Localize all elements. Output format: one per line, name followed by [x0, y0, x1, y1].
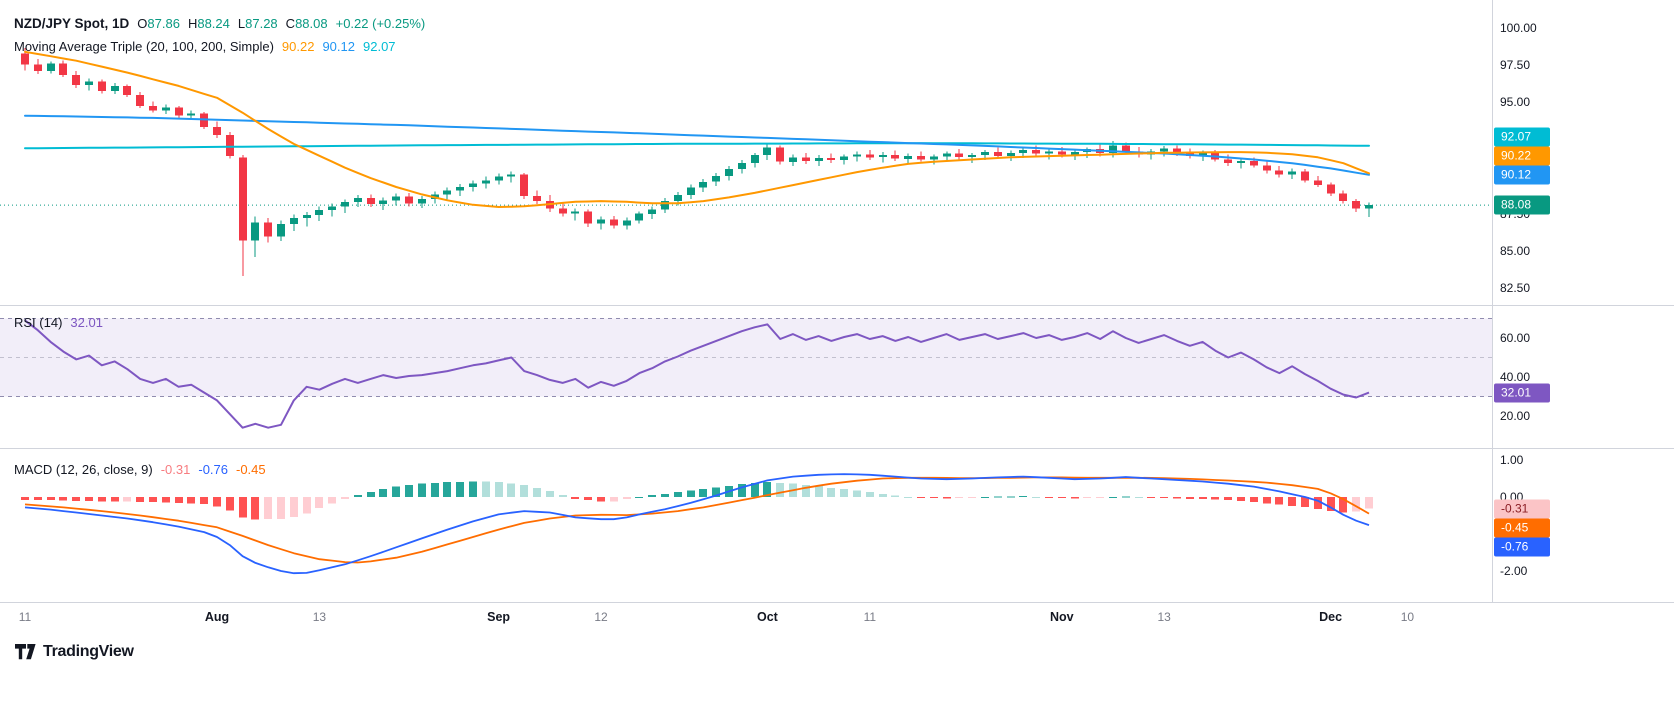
macd-chart-canvas[interactable] — [0, 449, 1492, 602]
macd-pane-legend: MACD (12, 26, close, 9) -0.31 -0.76 -0.4… — [14, 458, 266, 481]
ma100-value: 90.12 — [322, 39, 355, 54]
tradingview-logo-icon — [15, 644, 36, 660]
macd-pane[interactable]: MACD (12, 26, close, 9) -0.31 -0.76 -0.4… — [0, 449, 1492, 602]
rsi-axis-label: 40.00 — [1500, 370, 1531, 384]
macd-axis-label: -2.00 — [1500, 564, 1528, 578]
ohlc-close-value: 88.08 — [295, 16, 328, 31]
price-value-badge: 92.07 — [1494, 127, 1550, 147]
macd-hist-value: -0.31 — [160, 462, 191, 477]
rsi-pane-legend: RSI (14) 32.01 — [14, 311, 103, 334]
time-axis-label: Nov — [1049, 610, 1074, 624]
price-axis-label: 97.50 — [1500, 58, 1531, 73]
time-axis-label: 12 — [594, 610, 608, 624]
price-pane-legend: NZD/JPY Spot, 1D O87.86 H88.24 L87.28 C8… — [14, 12, 425, 58]
ohlc-open: O87.86 — [137, 16, 180, 31]
time-axis-label: Sep — [487, 610, 511, 624]
macd-signal-value: -0.45 — [236, 462, 266, 477]
time-axis-label: Dec — [1319, 610, 1343, 624]
price-axis-label: 100.00 — [1500, 21, 1537, 35]
ohlc-high: H88.24 — [188, 16, 230, 31]
macd-value-badge: -0.31 — [1494, 499, 1550, 518]
tradingview-logo-text: TradingView — [43, 643, 134, 660]
time-axis-border — [0, 602, 1674, 603]
rsi-value-badge: 32.01 — [1494, 383, 1550, 403]
price-axis-label: 85.00 — [1500, 243, 1531, 258]
rsi-label: RSI (14) — [14, 315, 63, 330]
macd-legend-row[interactable]: MACD (12, 26, close, 9) -0.31 -0.76 -0.4… — [14, 458, 266, 481]
ohlc-open-label: O — [137, 16, 148, 31]
ohlc-low: L87.28 — [238, 16, 278, 31]
macd-axis-label: 1.00 — [1500, 453, 1524, 467]
rsi-axis-label: 20.00 — [1500, 409, 1531, 423]
time-axis-label: 11 — [18, 610, 32, 624]
price-pane[interactable]: NZD/JPY Spot, 1D O87.86 H88.24 L87.28 C8… — [0, 0, 1492, 305]
macd-value-badge: -0.45 — [1494, 518, 1550, 537]
price-chart-canvas[interactable] — [0, 0, 1492, 305]
time-axis-label: Aug — [204, 610, 230, 624]
macd-line-value: -0.76 — [198, 462, 228, 477]
ohlc-open-value: 87.86 — [147, 16, 180, 31]
time-axis-label: 13 — [1157, 610, 1171, 624]
time-axis[interactable]: 11 Aug 13 Sep 12 Oct 11 Nov 13 Dec 10 — [0, 603, 1674, 636]
price-axis[interactable]: 100.0097.5095.0092.5090.0087.5085.0082.5… — [1493, 0, 1674, 602]
price-value-badge: 90.22 — [1494, 146, 1550, 166]
ma-triple-legend-row[interactable]: Moving Average Triple (20, 100, 200, Sim… — [14, 35, 425, 58]
price-value-badge: 90.12 — [1494, 165, 1550, 185]
price-axis-label: 95.00 — [1500, 95, 1531, 110]
rsi-legend-row[interactable]: RSI (14) 32.01 — [14, 311, 103, 334]
pane-separator-price-rsi[interactable] — [0, 305, 1674, 306]
pane-separator-rsi-macd[interactable] — [0, 448, 1674, 449]
ohlc-low-value: 87.28 — [245, 16, 278, 31]
ohlc-close: C88.08 — [286, 16, 328, 31]
ohlc-close-label: C — [285, 16, 296, 31]
time-axis-label: 13 — [312, 610, 327, 624]
macd-label: MACD (12, 26, close, 9) — [14, 462, 153, 477]
price-axis-border — [1492, 0, 1493, 602]
tradingview-logo[interactable]: TradingView — [15, 643, 134, 661]
rsi-axis-label: 60.00 — [1500, 331, 1531, 345]
ma-triple-label: Moving Average Triple (20, 100, 200, Sim… — [14, 39, 274, 54]
rsi-pane[interactable]: RSI (14) 32.01 — [0, 306, 1492, 448]
time-axis-label: Oct — [756, 610, 778, 624]
ohlc-high-label: H — [187, 16, 198, 31]
price-axis-label: 82.50 — [1500, 281, 1531, 295]
ohlc-low-label: L — [237, 16, 246, 31]
ma20-value: 90.22 — [281, 39, 315, 54]
price-value-badge: 88.08 — [1494, 195, 1550, 215]
time-axis-label: 11 — [863, 610, 877, 624]
change-percent: +0.22 (+0.25%) — [335, 16, 426, 31]
symbol-legend-row[interactable]: NZD/JPY Spot, 1D O87.86 H88.24 L87.28 C8… — [14, 12, 425, 35]
rsi-chart-canvas[interactable] — [0, 306, 1492, 448]
symbol-title: NZD/JPY Spot, 1D — [14, 16, 130, 31]
ma200-value: 92.07 — [363, 39, 396, 54]
rsi-value: 32.01 — [70, 315, 103, 330]
macd-value-badge: -0.76 — [1494, 537, 1550, 556]
time-axis-label: 10 — [1400, 610, 1415, 624]
ohlc-high-value: 88.24 — [197, 16, 230, 31]
